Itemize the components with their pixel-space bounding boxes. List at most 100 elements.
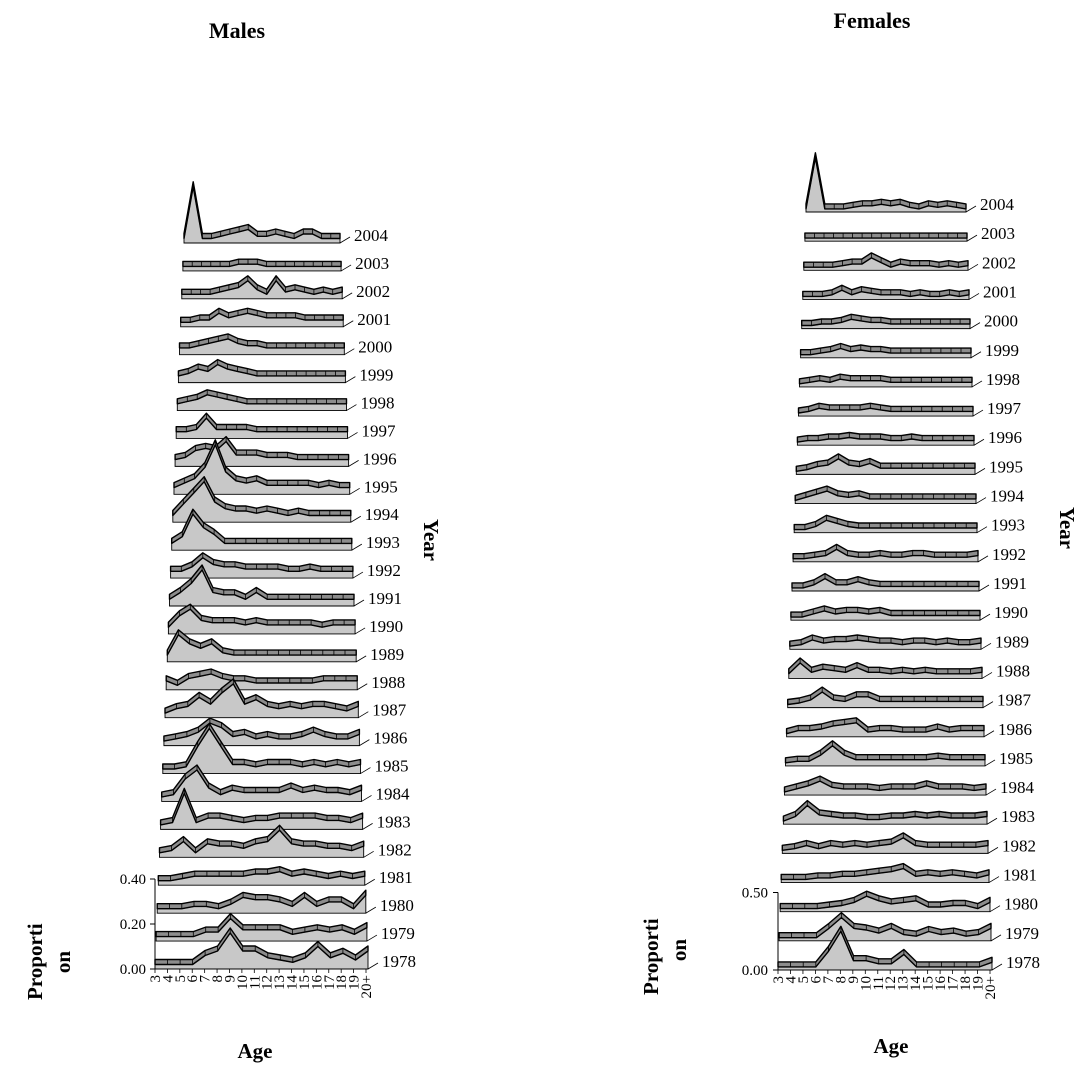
males-age-tick-label: 5: [173, 975, 189, 983]
males-ridge-1984: 1984: [161, 764, 410, 803]
females-year-label-1978: 1978: [1006, 953, 1040, 972]
females-year-leader-1978: [991, 963, 1003, 971]
females-age-tick-label: 17: [946, 976, 962, 992]
females-year-leader-1995: [974, 468, 986, 475]
males-year-label-2001: 2001: [357, 310, 391, 329]
males-ridge-1987: 1987: [164, 678, 407, 720]
females-z-tick-label: 0.00: [742, 963, 768, 979]
females-ribbon-2003: [804, 232, 968, 239]
females-ridgeline-plot: 2004200320022001200019991998199719961995…: [742, 152, 1040, 999]
males-year-label-1981: 1981: [379, 868, 413, 887]
females-ridge-1981: 1981: [780, 862, 1037, 885]
males-year-leader-1996: [348, 460, 359, 467]
females-year-label-2004: 2004: [980, 195, 1015, 214]
females-ridge-1991: 1991: [791, 572, 1027, 593]
males-year-label-1991: 1991: [368, 589, 402, 608]
males-year-leader-1987: [358, 711, 369, 719]
females-age-tick-label: 9: [846, 976, 862, 984]
males-age-tick-label: 13: [272, 975, 288, 990]
males-year-label-1990: 1990: [369, 617, 403, 636]
males-ridge-1994: 1994: [172, 476, 399, 524]
females-x-axis-label: Age: [874, 1034, 909, 1058]
males-year-label-2000: 2000: [358, 338, 392, 357]
males-age-tick-label: 9: [223, 975, 239, 983]
females-ridge-2001: 2001: [802, 282, 1017, 301]
females-ridge-1990: 1990: [790, 603, 1028, 622]
females-age-tick-label: 20+: [983, 976, 999, 999]
females-year-label-1987: 1987: [997, 691, 1032, 710]
females-age-tick-label: 16: [933, 976, 949, 992]
males-title: Males: [209, 18, 266, 43]
males-year-leader-2000: [344, 348, 355, 356]
females-ridge-1986: 1986: [785, 717, 1032, 739]
males-age-tick-label: 14: [285, 975, 301, 991]
males-age-tick-label: 10: [235, 975, 251, 990]
males-age-tick-label: 11: [247, 975, 263, 989]
males-year-leader-1993: [351, 543, 363, 551]
females-ridge-1978: 1978: [777, 925, 1040, 972]
males-year-leader-1983: [362, 823, 373, 830]
males-ridge-1989: 1989: [166, 629, 404, 664]
males-year-label-1989: 1989: [370, 645, 404, 664]
males-year-leader-1995: [349, 487, 360, 495]
males-year-leader-1981: [364, 878, 375, 886]
males-year-label-1986: 1986: [373, 729, 407, 748]
males-year-label-2003: 2003: [355, 254, 389, 273]
males-age-tick-label: 4: [160, 975, 176, 983]
females-age-tick-label: 11: [871, 976, 887, 990]
females-panel: Females 20042003200220012000199919981997…: [639, 8, 1075, 1058]
males-z-tick-label: 0.20: [120, 917, 146, 933]
females-title: Females: [834, 8, 911, 33]
females-year-leader-1985: [984, 759, 996, 767]
males-ridge-2003: 2003: [182, 254, 389, 273]
males-year-label-1987: 1987: [372, 701, 407, 720]
males-year-label-1998: 1998: [360, 394, 394, 413]
females-year-leader-2001: [968, 293, 980, 300]
females-year-leader-2003: [966, 234, 978, 242]
females-year-leader-1991: [978, 584, 990, 592]
males-ribbon-2003: [182, 258, 342, 268]
males-area-1989: [166, 634, 357, 663]
males-ridge-1980: 1980: [156, 889, 414, 915]
females-year-label-2001: 2001: [983, 282, 1017, 301]
males-year-label-1993: 1993: [366, 533, 400, 552]
males-ridge-2001: 2001: [180, 307, 391, 329]
males-year-label-1982: 1982: [378, 840, 412, 859]
females-year-label-1986: 1986: [998, 720, 1032, 739]
males-year-label-1983: 1983: [377, 812, 411, 831]
females-year-label-2000: 2000: [984, 312, 1018, 331]
females-year-leader-1989: [980, 642, 992, 650]
females-ridge-1997: 1997: [797, 399, 1022, 418]
males-ridge-1997: 1997: [175, 412, 396, 440]
females-year-leader-1994: [975, 497, 987, 504]
females-year-label-1981: 1981: [1003, 866, 1037, 885]
females-ribbon-2004: [805, 152, 967, 210]
females-year-leader-1987: [982, 701, 994, 708]
females-ridge-1995: 1995: [795, 453, 1023, 476]
males-year-leader-1984: [361, 795, 372, 802]
females-year-label-1995: 1995: [989, 457, 1023, 476]
females-age-tick-label: 6: [808, 976, 824, 984]
females-ridge-1980: 1980: [779, 890, 1038, 914]
males-age-tick-label: 12: [260, 975, 276, 990]
females-ridge-1983: 1983: [782, 799, 1035, 826]
males-year-leader-1990: [354, 627, 366, 635]
males-year-label-2002: 2002: [356, 282, 390, 301]
females-age-tick-label: 8: [833, 976, 849, 984]
females-year-label-2003: 2003: [981, 224, 1015, 243]
males-ridge-1979: 1979: [155, 912, 415, 943]
females-ridge-1984: 1984: [783, 775, 1035, 797]
females-year-label-1990: 1990: [994, 603, 1028, 622]
females-year-leader-1981: [988, 876, 1000, 883]
females-year-leader-1997: [972, 409, 984, 417]
females-year-label-1984: 1984: [1000, 778, 1035, 797]
males-year-label-1988: 1988: [371, 673, 405, 692]
females-year-leader-1986: [983, 730, 995, 738]
females-year-label-2002: 2002: [982, 253, 1016, 272]
males-ridge-2004: 2004: [183, 181, 389, 245]
females-age-tick-label: 4: [784, 976, 800, 984]
females-year-label-1980: 1980: [1004, 895, 1038, 914]
males-age-tick-label: 6: [185, 975, 201, 983]
males-year-leader-1988: [357, 683, 368, 691]
